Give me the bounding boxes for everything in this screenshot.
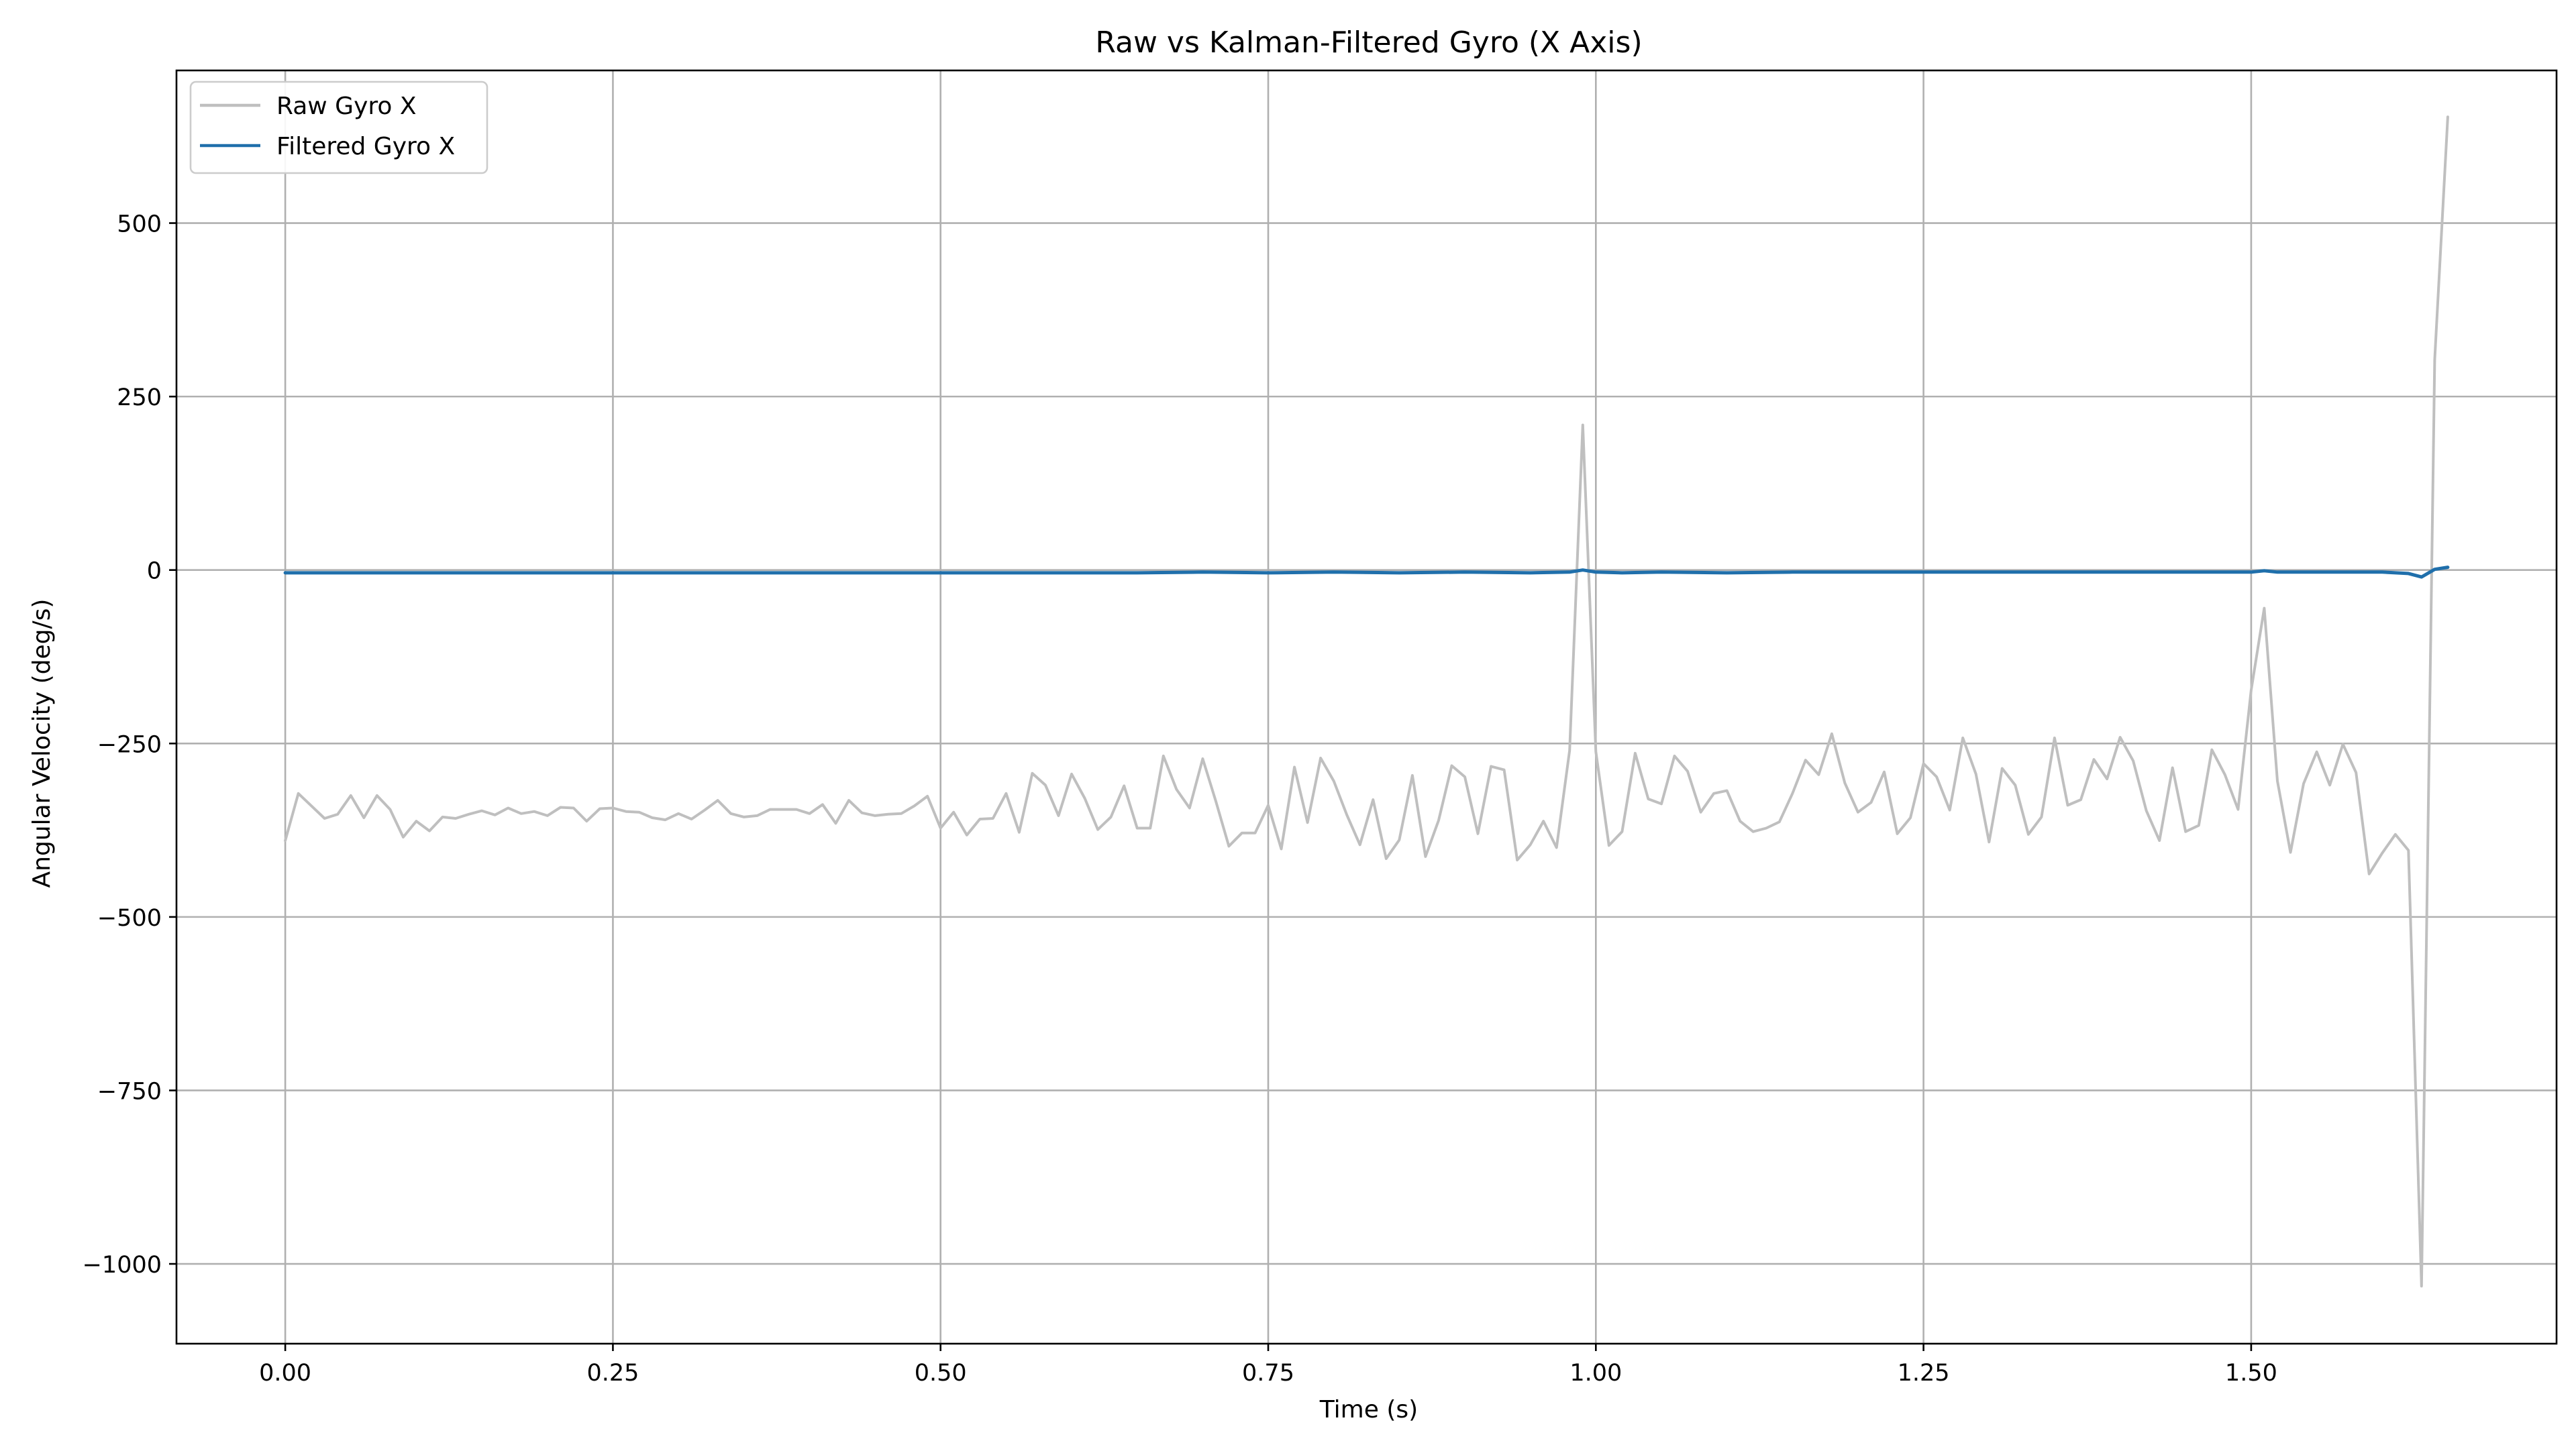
x-tick-label: 0.75 — [1242, 1360, 1294, 1387]
x-tick-label: 0.00 — [259, 1360, 311, 1387]
y-axis-label: Angular Velocity (deg/s) — [28, 599, 56, 888]
x-tick-label: 1.00 — [1569, 1360, 1622, 1387]
y-tick-label: 250 — [117, 384, 162, 411]
y-tick-label: 0 — [147, 558, 162, 585]
y-axis: 500 250 0 −250 −500 −750 −1000 — [83, 211, 176, 1279]
grid — [176, 70, 2557, 1344]
raw-gyro-x-line — [284, 115, 2449, 1288]
legend-box — [189, 80, 488, 174]
series-layer — [283, 115, 2450, 1288]
chart-title: Raw vs Kalman-Filtered Gyro (X Axis) — [1095, 25, 1642, 60]
plot-frame — [175, 69, 2558, 1345]
x-tick-label: 0.50 — [915, 1360, 967, 1387]
x-tick-label: 1.50 — [2225, 1360, 2277, 1387]
y-tick-label: −250 — [97, 731, 162, 758]
x-axis-label: Time (s) — [1319, 1396, 1418, 1424]
filtered-gyro-x-line — [283, 566, 2450, 579]
x-axis: 0.00 0.25 0.50 0.75 1.00 1.25 1.50 — [259, 1344, 2277, 1387]
x-tick-label: 1.25 — [1898, 1360, 1950, 1387]
y-tick-label: −750 — [97, 1078, 162, 1105]
x-tick-label: 0.25 — [586, 1360, 639, 1387]
y-tick-label: 500 — [117, 211, 162, 238]
legend-label-filtered: Filtered Gyro X — [276, 133, 455, 160]
y-tick-label: −500 — [97, 905, 162, 932]
legend-label-raw: Raw Gyro X — [276, 93, 417, 120]
y-tick-label: −1000 — [83, 1252, 162, 1279]
legend: Raw Gyro X Filtered Gyro X — [189, 80, 488, 174]
